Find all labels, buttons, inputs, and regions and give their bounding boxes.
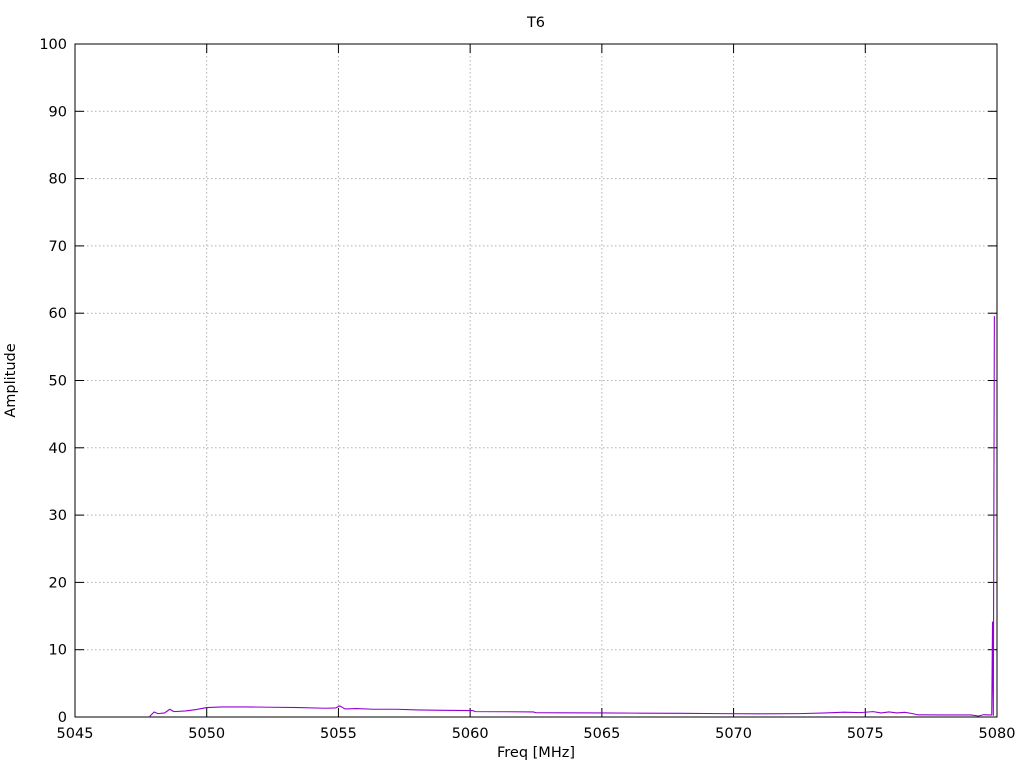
x-tick-label: 5070 (715, 726, 752, 742)
y-tick-label: 70 (49, 239, 67, 255)
grid-lines (75, 44, 997, 717)
x-tick-label: 5080 (979, 726, 1016, 742)
y-tick-label: 80 (49, 172, 67, 188)
plot-border (74, 43, 998, 718)
x-tick-label: 5065 (583, 726, 620, 742)
y-axis-label: Amplitude (3, 343, 19, 417)
y-tick-label: 10 (49, 643, 67, 659)
x-tick-label: 5060 (452, 726, 489, 742)
y-tick-label: 20 (49, 575, 67, 591)
x-tick-label: 5075 (847, 726, 884, 742)
x-tick-label: 5050 (188, 726, 225, 742)
chart-title: T6 (526, 15, 545, 31)
y-tick-labels: 0 10 20 30 40 50 60 70 80 90 100 (39, 37, 67, 726)
y-tick-label: 0 (58, 710, 67, 726)
x-axis-label: Freq [MHz] (497, 745, 575, 761)
y-tick-label: 50 (49, 374, 67, 390)
y-tick-label: 90 (49, 104, 67, 120)
x-tick-labels: 5045 5050 5055 5060 5065 5070 5075 5080 (57, 726, 1016, 742)
y-tick-label: 40 (49, 441, 67, 457)
x-tick-label: 5045 (57, 726, 94, 742)
y-tick-label: 30 (49, 508, 67, 524)
y-tick-label: 60 (49, 306, 67, 322)
series-line-t6 (149, 316, 995, 717)
y-tick-label: 100 (39, 37, 67, 53)
data-series (149, 316, 995, 717)
x-tick-label: 5055 (320, 726, 357, 742)
